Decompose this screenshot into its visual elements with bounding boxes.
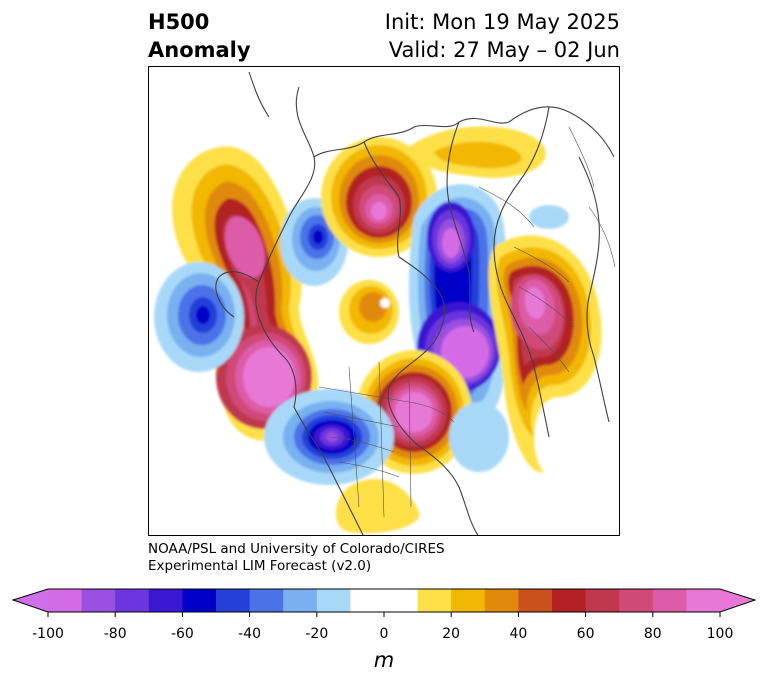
colorbar-cell	[619, 589, 654, 612]
colorbar-cell	[350, 589, 385, 612]
colorbar-cell	[686, 589, 721, 612]
date-block: Init: Mon 19 May 2025 Valid: 27 May – 02…	[385, 8, 620, 64]
colorbar-cell	[81, 589, 116, 612]
credit-line-1: NOAA/PSL and University of Colorado/CIRE…	[148, 541, 445, 557]
borders	[318, 126, 616, 518]
negative-anomaly-alaska	[280, 198, 348, 286]
colorbar-tick-label: -40	[238, 626, 262, 642]
colorbar-tick-label: -80	[103, 626, 127, 642]
colorbar-tick-label: 100	[706, 626, 734, 642]
negative-anomaly-greenland	[408, 184, 508, 423]
coastlines	[215, 71, 615, 535]
negative-anomaly-atlantic	[449, 402, 509, 472]
colorbar-over-arrow	[720, 589, 755, 612]
colorbar-tick-label: 40	[509, 626, 528, 642]
colorbar-cell	[316, 589, 351, 612]
colorbar-cell	[484, 589, 519, 612]
anomaly-map	[148, 66, 620, 536]
positive-anomaly-pole	[339, 280, 399, 344]
colorbar-cell	[182, 589, 217, 612]
positive-anomaly-arctic-band	[409, 126, 546, 178]
positive-anomaly-bering	[321, 137, 437, 257]
init-date: Init: Mon 19 May 2025	[384, 10, 620, 34]
colorbar-cell	[384, 589, 419, 612]
colorbar-cell	[417, 589, 452, 612]
colorbar-cells	[48, 589, 721, 612]
colorbar-cell	[552, 589, 587, 612]
colorbar	[11, 588, 757, 617]
colorbar-outline	[11, 588, 757, 613]
colorbar-cell	[48, 589, 83, 612]
colorbar-tick-label: 0	[379, 626, 389, 642]
variable-name: H500	[148, 10, 210, 34]
colorbar-cell	[518, 589, 553, 612]
colorbar-cell	[451, 589, 486, 612]
colorbar-cell	[585, 589, 620, 612]
colorbar-tick-label: -20	[305, 626, 329, 642]
map-svg	[154, 71, 616, 535]
colorbar-tick-label: -100	[32, 626, 64, 642]
colorbar-cell	[283, 589, 318, 612]
credit-text: NOAA/PSL and University of Colorado/CIRE…	[148, 541, 445, 575]
colorbar-cell	[148, 589, 183, 612]
colorbar-under-arrow	[13, 589, 48, 612]
colorbar-tick-label: 80	[643, 626, 662, 642]
variable-type: Anomaly	[148, 38, 251, 62]
credit-line-2: Experimental LIM Forecast (v2.0)	[148, 558, 372, 574]
negative-anomaly-siberia	[529, 205, 569, 229]
colorbar-cell	[216, 589, 251, 612]
colorbar-ticks	[47, 612, 721, 617]
positive-anomaly-pacific	[172, 146, 319, 441]
negative-anomaly-west-pacific	[154, 262, 244, 372]
title-block: H500 Anomaly	[148, 8, 251, 64]
colorbar-cell	[249, 589, 284, 612]
colorbar-tick-label: 20	[442, 626, 461, 642]
colorbar-cell	[115, 589, 150, 612]
colorbar-unit: m	[373, 648, 395, 672]
valid-dates: Valid: 27 May – 02 Jun	[388, 38, 620, 62]
colorbar-cell	[652, 589, 687, 612]
colorbar-tick-label: 60	[576, 626, 595, 642]
colorbar-tick-label: -60	[170, 626, 194, 642]
